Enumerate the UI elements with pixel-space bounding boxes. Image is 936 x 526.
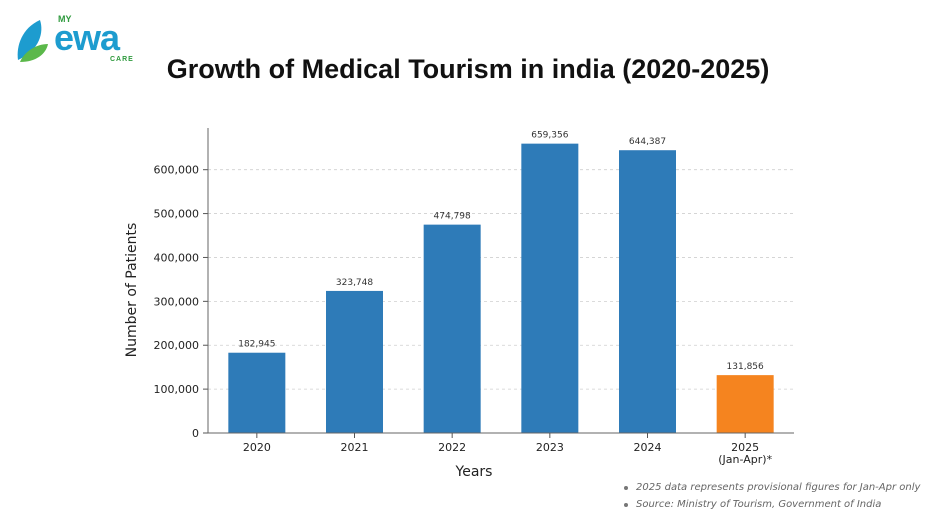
x-tick-label: 2024 (634, 441, 662, 454)
x-tick-label: 2025 (731, 441, 759, 454)
bar (619, 150, 676, 433)
x-tick-label: 2021 (341, 441, 369, 454)
logo-name-text: ewa (54, 17, 120, 58)
bar-value-label: 659,356 (531, 131, 568, 141)
y-tick-label: 0 (192, 427, 199, 440)
axes: 0 100,000 200,000 300,000 400,000 500,000 600,… (154, 128, 794, 466)
x-tick-label: 2023 (536, 441, 564, 454)
bullet-icon (624, 502, 628, 507)
bar-value-label: 474,798 (434, 212, 471, 222)
footnote-text: 2025 data represents provisional figures… (636, 482, 921, 493)
bullet-icon (624, 485, 628, 490)
brand-logo: MY ewa CARE (14, 12, 144, 64)
bar-value-label: 131,856 (727, 362, 764, 372)
y-tick-label: 300,000 (154, 295, 200, 308)
x-axis-title: Years (455, 464, 493, 480)
logo-my-text: MY (58, 14, 72, 24)
bar-value-label: 182,945 (238, 340, 275, 350)
bar (423, 224, 481, 433)
bar-value-label: 323,748 (336, 278, 373, 288)
gridlines (208, 169, 794, 390)
logo-care-text: CARE (110, 56, 134, 63)
footnote-source: Source: Ministry of Tourism, Government … (624, 499, 920, 510)
bar (521, 143, 579, 433)
chart-title: Growth of Medical Tourism in india (2020… (166, 54, 770, 84)
x-tick-label: 2022 (438, 441, 466, 454)
y-tick-label: 400,000 (154, 251, 200, 264)
y-tick-label: 600,000 (154, 164, 200, 177)
footnote-provisional: 2025 data represents provisional figures… (624, 482, 920, 493)
y-tick-label: 500,000 (154, 208, 200, 221)
x-tick-label: 2020 (243, 441, 271, 454)
y-tick-label: 100,000 (154, 383, 200, 396)
bar-value-label: 644,387 (629, 137, 666, 147)
y-tick-label: 200,000 (154, 339, 200, 352)
leaf-icon (17, 20, 48, 62)
bar (716, 375, 774, 433)
footnote-text: Source: Ministry of Tourism, Government … (636, 499, 882, 510)
y-axis-title: Number of Patients (124, 223, 140, 358)
bar (228, 352, 286, 433)
footnotes: 2025 data represents provisional figures… (624, 482, 920, 516)
x-tick-label: (Jan-Apr)* (718, 453, 772, 466)
bar (326, 290, 383, 433)
bars: 182,945 323,748 474,798 659,356 644,387 131,8… (228, 131, 774, 433)
